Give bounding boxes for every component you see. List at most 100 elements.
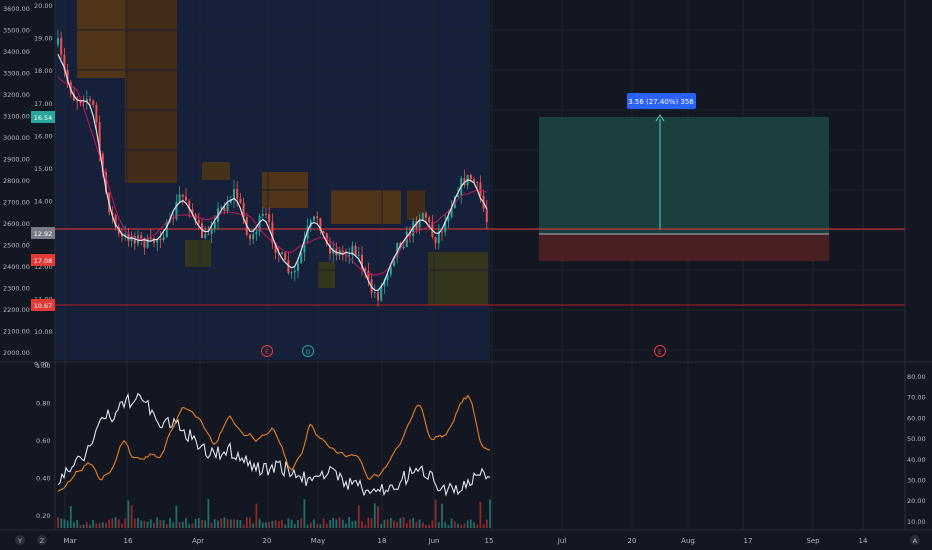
price-badge-box <box>31 111 55 123</box>
volume-bar <box>479 501 482 528</box>
candle-body <box>204 234 207 238</box>
candle-body <box>367 270 370 280</box>
candle-body <box>111 212 114 216</box>
moving-average-white <box>57 53 488 291</box>
position-target-zone[interactable] <box>539 117 829 234</box>
candle-body <box>265 213 267 215</box>
event-marker-circle[interactable] <box>654 345 666 357</box>
candle-body <box>418 220 421 228</box>
candle-body <box>220 207 223 209</box>
volume-bar <box>313 519 315 528</box>
lower-left-axis-tick: 0.40 <box>36 475 50 483</box>
volume-bar <box>297 520 299 528</box>
time-axis-label: Jun <box>428 537 440 545</box>
auto-scale-button[interactable] <box>910 535 920 545</box>
candle-body <box>441 231 443 233</box>
price-axis-tick: 15.00 <box>34 165 53 173</box>
candle-body <box>159 239 162 241</box>
volume-bar <box>370 518 373 528</box>
time-axis-label: 18 <box>378 537 387 545</box>
volume-bar <box>210 522 213 528</box>
candle-body <box>73 93 75 101</box>
candle-body <box>373 292 376 294</box>
volume-bar <box>137 518 139 528</box>
candle-body <box>447 216 450 222</box>
volume-bar <box>338 517 341 528</box>
volume-bar <box>421 522 424 528</box>
event-marker-circle[interactable] <box>261 345 273 357</box>
candle-body <box>313 216 315 221</box>
candle-body <box>124 233 127 237</box>
volume-bar <box>121 523 123 528</box>
price-axis-tick: 18.00 <box>34 67 53 75</box>
time-axis-corner-button[interactable] <box>37 535 47 545</box>
oscillator-orange-line <box>57 394 491 493</box>
price-axis-tick: 19.00 <box>34 35 53 43</box>
left-axis-tick: 2000.00 <box>3 349 30 357</box>
lower-right-axis-tick: 10.00 <box>907 518 926 526</box>
candle-body <box>162 237 165 240</box>
position-label-box[interactable] <box>627 93 696 109</box>
volume-bar <box>178 521 181 528</box>
volume-bar <box>111 518 114 528</box>
volume-bar <box>271 520 274 528</box>
left-axis-tick: 3300.00 <box>3 70 30 78</box>
lower-right-axis-tick: 70.00 <box>907 394 926 402</box>
price-axis-tick: 14.00 <box>34 198 53 206</box>
time-axis-corner-button[interactable] <box>15 535 25 545</box>
volume-bar <box>197 518 200 528</box>
volume-bar <box>60 518 63 528</box>
volume-bar <box>469 519 472 528</box>
candle-body <box>121 233 123 237</box>
volume-bar <box>143 520 146 528</box>
candle-body <box>175 202 178 219</box>
volume-bar <box>229 519 232 528</box>
candle-body <box>114 215 117 228</box>
horizontal-lines[interactable] <box>55 228 905 306</box>
volume-bar <box>415 521 418 528</box>
lower-right-axis-tick: 30.00 <box>907 477 926 485</box>
candle-body <box>207 234 210 236</box>
volume-bar <box>233 519 235 528</box>
volume-bar <box>98 523 101 528</box>
time-axis-label: May <box>311 537 325 545</box>
volume-bar <box>306 524 309 528</box>
event-marker-circle[interactable] <box>302 345 314 357</box>
candle-body <box>303 238 306 253</box>
volume-bar <box>133 518 136 528</box>
position-stop-zone[interactable] <box>539 234 829 261</box>
time-axis-label: Aug <box>681 537 695 545</box>
candle-body <box>101 153 104 173</box>
candle-body <box>127 233 130 241</box>
volume-bar <box>213 519 216 528</box>
candle-body <box>476 181 479 183</box>
volume-bar <box>293 523 296 528</box>
volume-bar <box>418 519 421 528</box>
left-axis-tick: 2200.00 <box>3 306 30 314</box>
highlight-zone <box>407 190 425 220</box>
candle-body <box>287 259 290 273</box>
position-tool[interactable]: 3.56 (27.40%) 356 <box>539 93 829 261</box>
volume-bar <box>191 523 194 528</box>
volume-bar <box>149 519 152 528</box>
volume-bar <box>377 506 379 528</box>
volume-bar <box>396 521 399 528</box>
left-axis-tick: 2800.00 <box>3 177 30 185</box>
candle-body <box>402 247 405 249</box>
volume-bar <box>217 520 219 528</box>
volume-bar <box>92 519 95 528</box>
left-axis-tick: 2700.00 <box>3 199 30 207</box>
volume-bar <box>373 503 376 528</box>
volume-bar <box>274 520 277 528</box>
time-axis-label: 16 <box>124 537 133 545</box>
volume-bar <box>204 520 207 528</box>
volume-bar <box>447 524 450 528</box>
left-axis-tick: 2900.00 <box>3 156 30 164</box>
time-axis-label: 20 <box>263 537 272 545</box>
lower-right-axis-tick: 40.00 <box>907 456 926 464</box>
candle-body <box>213 221 216 229</box>
volume-bar <box>82 524 85 528</box>
volume-bar <box>441 503 443 528</box>
